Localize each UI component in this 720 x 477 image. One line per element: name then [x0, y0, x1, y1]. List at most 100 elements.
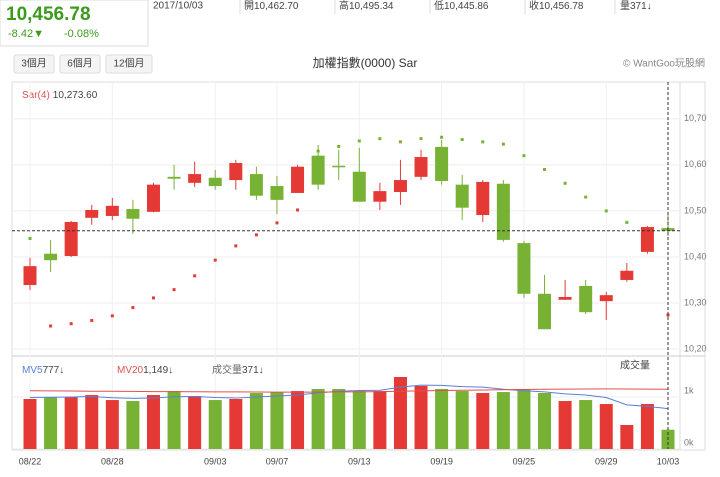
button-label: 6個月 [67, 57, 93, 70]
ma-line [29, 384, 669, 410]
x-tick-label: 10/03 [657, 456, 680, 466]
candle-body [229, 163, 243, 181]
range-button[interactable]: 6個月 [59, 54, 101, 74]
x-tick-label: 08/22 [19, 456, 42, 466]
label: 開 [244, 0, 254, 12]
sar-dot [28, 237, 32, 241]
sar-dot [543, 167, 547, 171]
quote-close: 收10,456.78 [529, 0, 584, 12]
sar-dot [151, 296, 155, 300]
candle-body [517, 243, 531, 294]
volume-bar [249, 393, 263, 449]
volume-bar [496, 392, 510, 449]
candle-body [249, 174, 263, 196]
label: 收 [529, 0, 539, 12]
ma-name: 成交量 [212, 363, 242, 376]
candle-body [640, 227, 654, 252]
volume-bar [208, 400, 222, 449]
volume-bar [373, 391, 387, 449]
candle-body [85, 209, 99, 218]
volume-bar [44, 397, 58, 449]
ma-legend: 成交量371↓ [212, 363, 264, 376]
sar-dot [563, 181, 567, 185]
credit: © WantGoo玩股網 [623, 57, 705, 70]
quote-box [0, 0, 149, 47]
sar-dot [522, 154, 526, 158]
sar-dot [110, 314, 114, 318]
ma-line [29, 388, 669, 393]
button-label: 12個月 [113, 57, 144, 70]
x-tick-label: 09/19 [430, 456, 453, 466]
ma-value: 371↓ [242, 365, 264, 376]
volume-bar [620, 424, 634, 449]
candle-body [105, 205, 119, 216]
button-box [13, 54, 55, 74]
y-tick-label: 10,60 [684, 159, 707, 169]
sar-dot [254, 233, 258, 237]
plot: 10,70 10,60 10,50 10,40 10,30 10,20 1k 0k 08/22 0… [12, 82, 707, 466]
label: 高 [339, 0, 349, 12]
sar-dot [440, 135, 444, 139]
volume-bar [291, 391, 305, 449]
chart-frame [11, 81, 706, 451]
quote-change-pct: -0.08% [64, 28, 99, 40]
candle-body [167, 176, 181, 179]
ma-name: MV20 [117, 365, 144, 376]
candle-body [44, 253, 58, 261]
sar-dot [666, 313, 670, 317]
label: 量 [620, 0, 630, 12]
quote-date: 2017/10/03 [153, 1, 203, 12]
sar-dot [398, 140, 402, 144]
sar-dot [213, 258, 217, 262]
y-tick-label: 10,20 [684, 343, 707, 353]
sar-dot [337, 144, 341, 148]
sar-dot [90, 318, 94, 322]
sar-dot [234, 244, 238, 248]
sar-value: 10,273.60 [53, 90, 98, 101]
candle-body [538, 293, 552, 330]
volume-bar [538, 393, 552, 449]
sar-dot [645, 231, 649, 235]
x-tick-label: 09/25 [513, 456, 536, 466]
chart-title: 加權指數(0000) Sar [313, 55, 418, 70]
candle-body [620, 270, 634, 280]
sar-dot [69, 322, 73, 326]
sar-dot [316, 149, 320, 153]
volume-bar [517, 389, 531, 449]
sar-label: Sar(4) [22, 90, 50, 101]
candle-body [146, 184, 160, 212]
value: 10,456.78 [539, 1, 584, 12]
sar-dot [460, 138, 464, 142]
candle-body [208, 177, 222, 187]
candle-body [311, 155, 325, 185]
volume-tick-label: 1k [684, 385, 694, 395]
candle-body [188, 174, 202, 183]
volume-bar [435, 389, 449, 449]
range-buttons: 3個月 6個月 12個月 [13, 54, 153, 74]
range-button[interactable]: 3個月 [13, 54, 55, 74]
sar-dot [172, 288, 176, 292]
candle-body [291, 166, 305, 193]
x-tick-label: 09/29 [595, 456, 618, 466]
x-tick-label: 08/28 [101, 456, 124, 466]
sar-legend: Sar(4) 10,273.60 [22, 90, 98, 101]
candle-body [599, 295, 613, 302]
button-box [105, 54, 153, 74]
quote-change: -8.42▼ [8, 28, 44, 40]
value: 371↓ [630, 1, 652, 12]
y-tick-label: 10,70 [684, 113, 707, 123]
candle-body [496, 183, 510, 240]
candle-body [332, 165, 346, 168]
candle-body [126, 209, 140, 219]
volume-bar [311, 389, 325, 449]
volume-bar [455, 391, 469, 449]
range-button[interactable]: 12個月 [105, 54, 153, 74]
volume-bar [332, 389, 346, 449]
volume-bar [126, 401, 140, 449]
ma-value: 1,149↓ [143, 365, 173, 376]
volume-bar [640, 404, 654, 449]
quote-row: 2017/10/03 開10,462.70 高10,495.34 低10,445… [153, 0, 652, 14]
quote-open: 開10,462.70 [244, 0, 299, 12]
volume-bar [579, 400, 593, 449]
